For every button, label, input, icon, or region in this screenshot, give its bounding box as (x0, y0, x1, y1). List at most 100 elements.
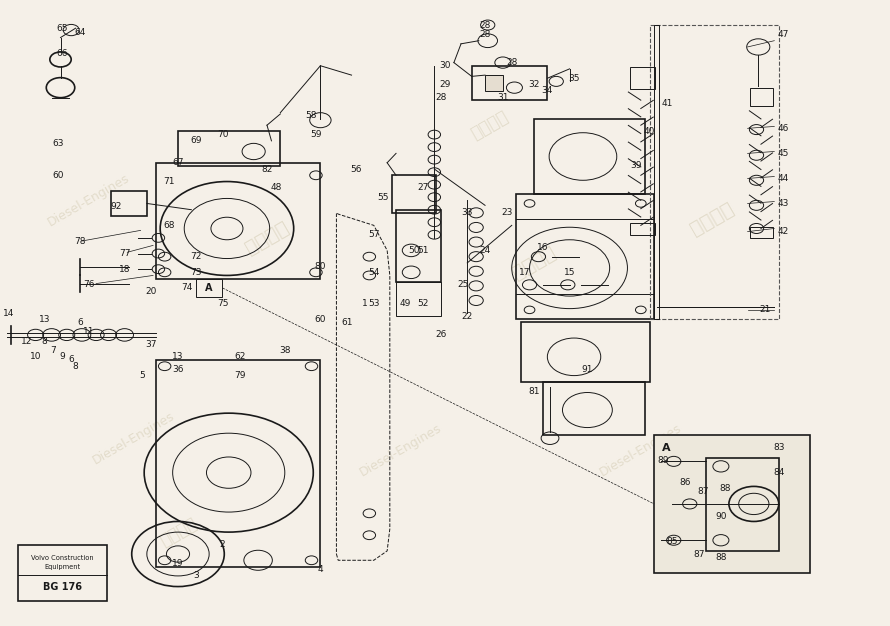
Text: 79: 79 (235, 371, 246, 380)
Text: 37: 37 (146, 340, 157, 349)
Text: Volvo Construction: Volvo Construction (31, 555, 93, 562)
Text: 59: 59 (311, 130, 321, 139)
Text: 48: 48 (271, 183, 281, 192)
Text: 11: 11 (84, 327, 94, 336)
Text: 65: 65 (57, 24, 68, 33)
Text: 54: 54 (368, 268, 379, 277)
Text: 80: 80 (315, 262, 326, 270)
Text: 40: 40 (644, 127, 655, 136)
Bar (178, 131, 280, 166)
Bar (630, 223, 655, 235)
Text: 15: 15 (564, 268, 575, 277)
Text: 78: 78 (75, 237, 85, 245)
Text: 60: 60 (53, 171, 63, 180)
Text: 28: 28 (480, 30, 490, 39)
Text: 91: 91 (582, 365, 593, 374)
Text: 26: 26 (435, 331, 446, 339)
Text: 47: 47 (778, 30, 789, 39)
Text: 43: 43 (778, 199, 789, 208)
Bar (650, 25, 779, 319)
Text: 64: 64 (75, 28, 85, 37)
Text: 72: 72 (190, 252, 201, 261)
Text: 74: 74 (182, 284, 192, 292)
Bar (156, 360, 320, 567)
Text: BG 176: BG 176 (43, 582, 82, 592)
Text: 44: 44 (778, 174, 789, 183)
Bar (534, 119, 645, 194)
Text: 77: 77 (119, 249, 130, 258)
Text: 18: 18 (119, 265, 130, 274)
Text: 51: 51 (417, 246, 428, 255)
Text: 85: 85 (667, 537, 677, 546)
Text: 88: 88 (720, 484, 731, 493)
Text: 50: 50 (409, 246, 419, 255)
Text: 92: 92 (110, 202, 121, 211)
Text: 8: 8 (42, 337, 47, 346)
Text: 56: 56 (351, 165, 361, 173)
Text: 7: 7 (51, 346, 56, 355)
Text: 3: 3 (193, 572, 198, 580)
Text: 紧发动门: 紧发动门 (467, 108, 512, 143)
Text: 23: 23 (502, 208, 513, 217)
Text: 83: 83 (773, 443, 784, 452)
Bar (156, 163, 320, 279)
Text: 62: 62 (235, 352, 246, 361)
Text: 38: 38 (279, 346, 290, 355)
Text: A: A (206, 283, 213, 293)
Bar (654, 435, 810, 573)
Text: 28: 28 (435, 93, 446, 101)
Text: 42: 42 (778, 227, 789, 236)
Text: 33: 33 (462, 208, 473, 217)
Bar (706, 458, 779, 551)
Text: 1: 1 (362, 299, 368, 308)
Text: 36: 36 (173, 365, 183, 374)
Text: 27: 27 (417, 183, 428, 192)
Text: 66: 66 (57, 49, 68, 58)
Text: 14: 14 (4, 309, 14, 317)
Text: 61: 61 (342, 318, 352, 327)
Text: 39: 39 (631, 162, 642, 170)
Text: 紧发动门: 紧发动门 (509, 243, 559, 283)
Bar (396, 210, 441, 282)
Bar (472, 66, 547, 100)
Text: 紧发动门: 紧发动门 (156, 515, 200, 550)
Text: 34: 34 (542, 86, 553, 95)
Text: 52: 52 (417, 299, 428, 308)
Bar (654, 25, 659, 319)
Text: 16: 16 (538, 243, 548, 252)
Text: 29: 29 (440, 80, 450, 89)
Text: 75: 75 (217, 299, 228, 308)
Text: 70: 70 (217, 130, 228, 139)
Bar (750, 227, 773, 238)
Text: 57: 57 (368, 230, 379, 239)
Text: 58: 58 (306, 111, 317, 120)
Text: 4: 4 (318, 565, 323, 574)
Text: 90: 90 (716, 512, 726, 521)
Text: 71: 71 (164, 177, 174, 186)
Text: 13: 13 (39, 315, 50, 324)
Text: 82: 82 (262, 165, 272, 173)
Bar (750, 88, 773, 106)
Text: A: A (662, 443, 671, 453)
Text: 24: 24 (480, 246, 490, 255)
Text: 55: 55 (377, 193, 388, 202)
Text: 紧发动门: 紧发动门 (687, 199, 737, 239)
Text: 17: 17 (520, 268, 530, 277)
Text: 5: 5 (140, 371, 145, 380)
Text: Diesel-Engines: Diesel-Engines (357, 422, 444, 480)
Text: 67: 67 (173, 158, 183, 167)
Bar (521, 322, 650, 382)
Bar (396, 282, 441, 316)
Bar (196, 279, 222, 297)
Text: 87: 87 (693, 550, 704, 558)
Text: Diesel-Engines: Diesel-Engines (597, 422, 684, 480)
Text: 53: 53 (368, 299, 379, 308)
Text: 2: 2 (220, 540, 225, 549)
Bar (485, 75, 503, 91)
Text: 8: 8 (73, 362, 78, 371)
Text: 49: 49 (400, 299, 410, 308)
Text: 69: 69 (190, 136, 201, 145)
Text: 32: 32 (529, 80, 539, 89)
Text: 28: 28 (480, 21, 490, 29)
Bar (630, 67, 655, 89)
